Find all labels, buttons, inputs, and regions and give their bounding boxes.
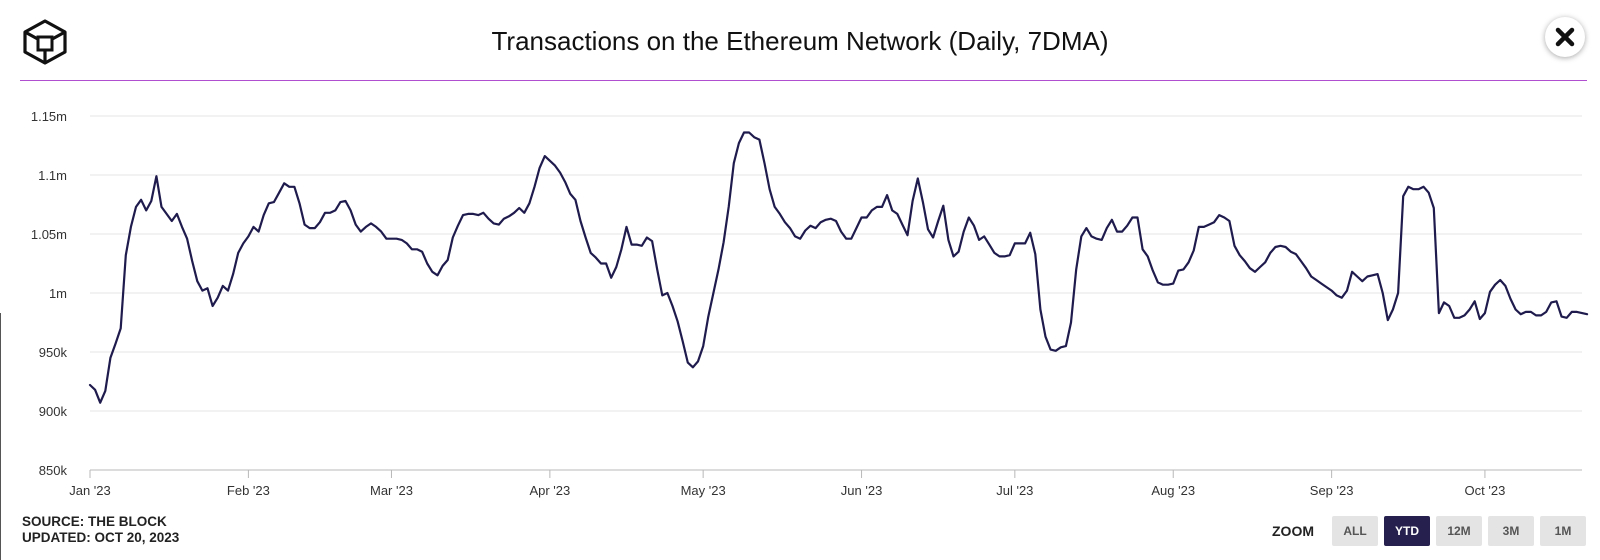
zoom-12m-button[interactable]: 12M	[1436, 516, 1482, 546]
grid-lines	[90, 115, 1582, 471]
y-tick-label: 1m	[49, 286, 67, 301]
chart-source: SOURCE: THE BLOCK UPDATED: OCT 20, 2023	[22, 514, 179, 546]
x-tick-label: Feb '23	[227, 483, 270, 498]
close-icon	[1555, 27, 1575, 47]
zoom-label: ZOOM	[1272, 523, 1314, 539]
y-tick-label: 1.1m	[38, 168, 67, 183]
chart-axes: 850k 900k 950k 1m 1.05m 1.1m 1.15m Jan '23 Feb '…	[31, 109, 1505, 498]
header-divider	[20, 80, 1587, 81]
y-tick-label: 950k	[39, 345, 68, 360]
line-chart: 850k 900k 950k 1m 1.05m 1.1m 1.15m Jan '23 Feb '…	[31, 109, 1589, 498]
x-tick-label: Apr '23	[529, 483, 570, 498]
x-tick-label: Oct '23	[1465, 483, 1506, 498]
x-tick-label: Jun '23	[841, 483, 883, 498]
zoom-controls: ZOOM ALL YTD 12M 3M 1M	[1272, 516, 1586, 546]
x-tick-label: Jul '23	[996, 483, 1033, 498]
zoom-3m-button[interactable]: 3M	[1488, 516, 1534, 546]
y-tick-label: 1.15m	[31, 109, 67, 124]
series-layer	[88, 131, 1589, 404]
left-edge-line	[0, 313, 1, 560]
x-tick-label: Jan '23	[69, 483, 111, 498]
source-text: SOURCE: THE BLOCK	[22, 514, 167, 529]
x-tick-label: Mar '23	[370, 483, 413, 498]
y-tick-label: 1.05m	[31, 227, 67, 242]
x-tick-label: Sep '23	[1310, 483, 1354, 498]
y-tick-label: 900k	[39, 404, 68, 419]
x-tick-label: Aug '23	[1151, 483, 1195, 498]
the-block-logo-icon	[22, 18, 68, 66]
zoom-all-button[interactable]: ALL	[1332, 516, 1378, 546]
x-tick-label: May '23	[681, 483, 726, 498]
chart-title: Transactions on the Ethereum Network (Da…	[491, 26, 1109, 56]
zoom-1m-button[interactable]: 1M	[1540, 516, 1586, 546]
zoom-ytd-button[interactable]: YTD	[1384, 516, 1430, 546]
y-tick-label: 850k	[39, 463, 68, 478]
updated-text: UPDATED: OCT 20, 2023	[22, 530, 180, 545]
series-line-transactions	[88, 131, 1589, 404]
close-button[interactable]	[1545, 17, 1585, 57]
